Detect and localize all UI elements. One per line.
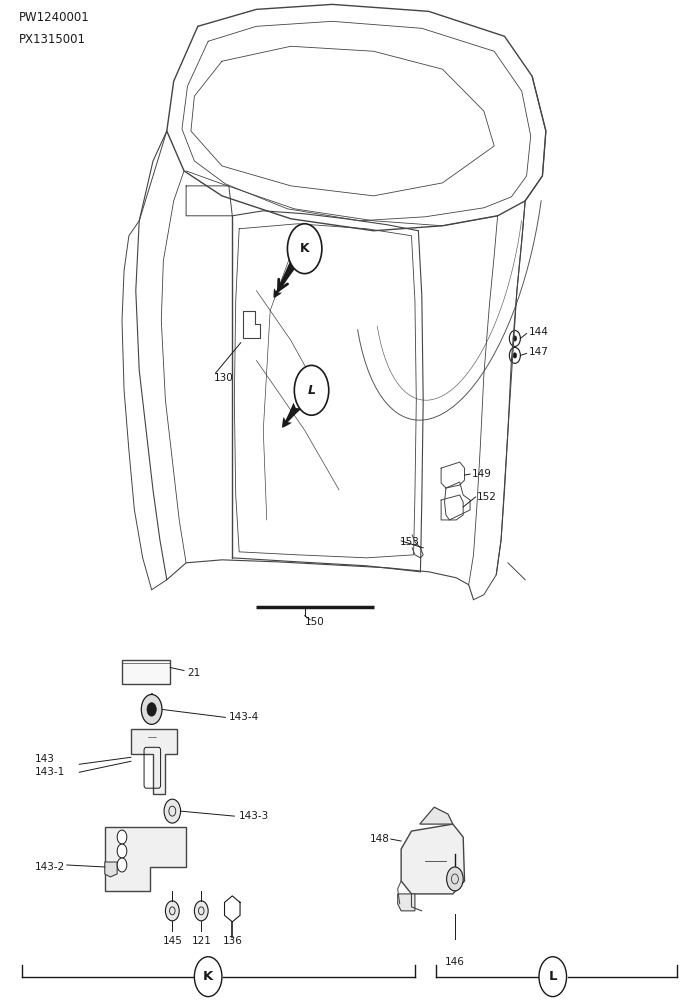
Circle shape: [294, 365, 329, 415]
Circle shape: [117, 830, 127, 844]
Text: PX1315001: PX1315001: [19, 33, 86, 46]
Text: 130: 130: [214, 373, 233, 383]
Text: 147: 147: [529, 347, 549, 357]
Text: 143-1: 143-1: [35, 767, 65, 777]
Text: L: L: [307, 384, 316, 397]
Polygon shape: [401, 824, 464, 894]
Circle shape: [165, 901, 179, 921]
Polygon shape: [398, 894, 415, 911]
Text: PW1240001: PW1240001: [19, 11, 89, 24]
Text: K: K: [300, 242, 309, 255]
Text: K: K: [203, 970, 213, 983]
Text: 152: 152: [477, 492, 497, 502]
Text: 145: 145: [163, 936, 182, 946]
Circle shape: [194, 901, 208, 921]
Circle shape: [147, 703, 156, 716]
Text: 149: 149: [471, 469, 491, 479]
Text: 21: 21: [188, 668, 201, 678]
Text: 143-3: 143-3: [239, 811, 269, 821]
Text: 148: 148: [370, 834, 390, 844]
Text: L: L: [549, 970, 557, 983]
Text: 121: 121: [192, 936, 212, 946]
Circle shape: [513, 335, 517, 341]
Circle shape: [117, 844, 127, 858]
Polygon shape: [131, 729, 177, 794]
Text: 143-2: 143-2: [35, 862, 65, 872]
Circle shape: [117, 858, 127, 872]
Circle shape: [164, 799, 181, 823]
Circle shape: [287, 224, 322, 274]
Text: 144: 144: [529, 327, 549, 337]
Text: 143-4: 143-4: [229, 712, 259, 722]
Polygon shape: [104, 862, 117, 877]
Circle shape: [446, 867, 463, 891]
Text: 150: 150: [304, 617, 325, 627]
Circle shape: [539, 957, 567, 997]
Polygon shape: [122, 660, 170, 684]
Text: 146: 146: [445, 957, 465, 967]
Text: 143: 143: [35, 754, 55, 764]
Text: 153: 153: [400, 537, 419, 547]
Circle shape: [141, 694, 162, 724]
Polygon shape: [104, 827, 186, 891]
Circle shape: [194, 957, 222, 997]
Text: 136: 136: [223, 936, 243, 946]
Polygon shape: [420, 807, 453, 824]
Circle shape: [513, 352, 517, 358]
